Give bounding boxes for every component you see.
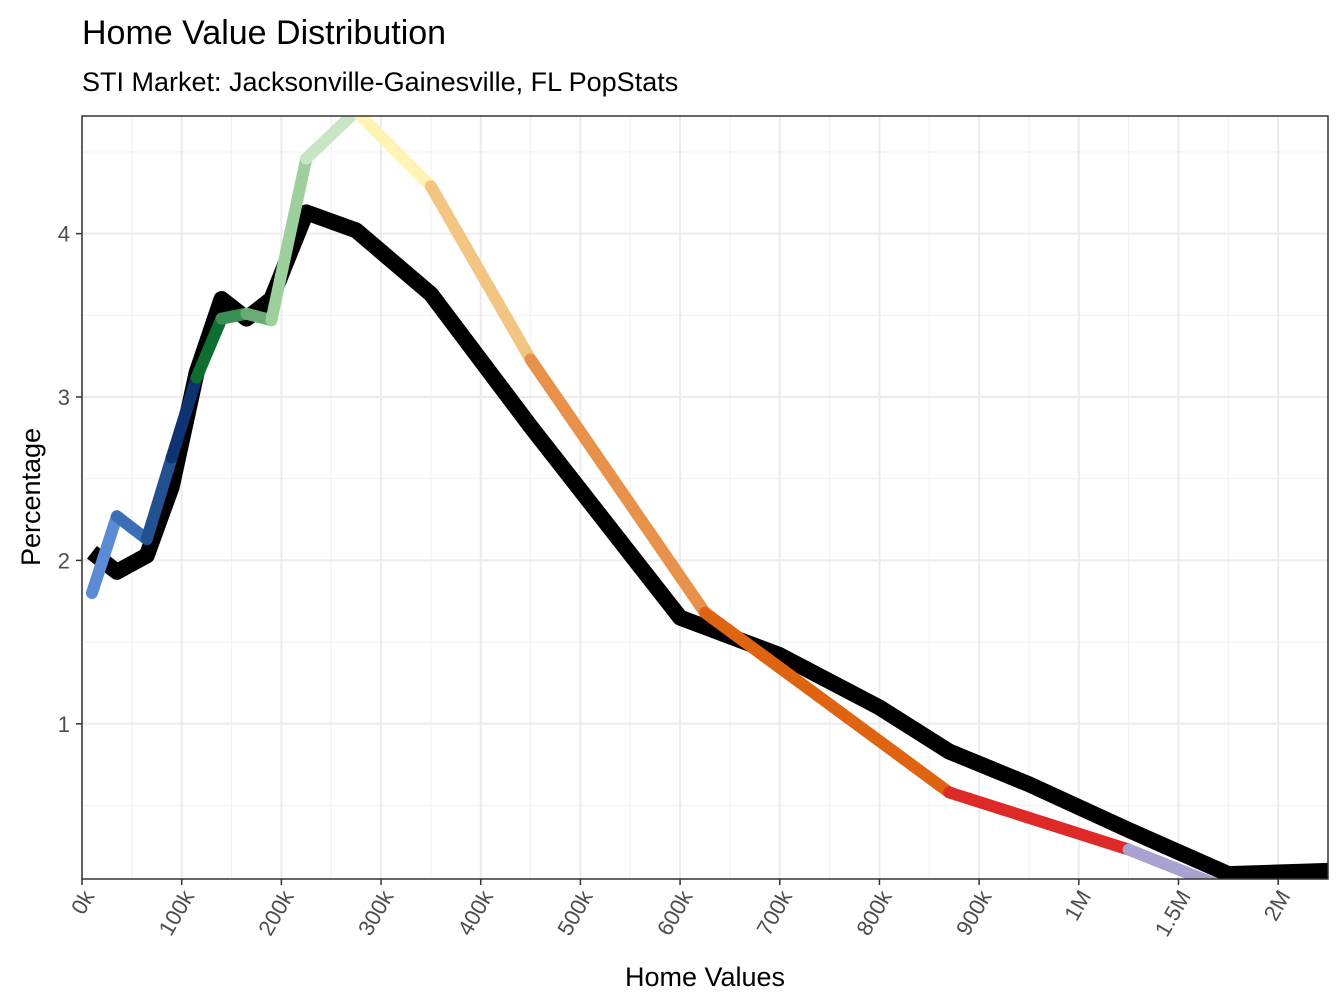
series-segment-13 xyxy=(699,606,956,799)
y-tick-label: 4 xyxy=(58,222,70,247)
series-layer xyxy=(85,116,1328,879)
y-tick-label: 1 xyxy=(58,712,70,737)
plot-border xyxy=(81,115,1329,880)
grid-major xyxy=(81,116,1328,879)
series-segment-14 xyxy=(943,786,1135,856)
series-line-baseline xyxy=(87,204,1328,879)
series-segment-8 xyxy=(265,152,313,327)
series-segment-11 xyxy=(424,180,537,366)
series-segment-9 xyxy=(300,116,360,165)
chart-title: Home Value Distribution xyxy=(82,14,446,52)
x-axis-title: Home Values xyxy=(625,962,785,992)
series-segment-15 xyxy=(1122,843,1220,879)
series-segment-12 xyxy=(524,353,711,619)
series-segment-10 xyxy=(352,116,437,193)
y-tick-label: 3 xyxy=(58,385,70,410)
series-segment-3 xyxy=(140,451,178,546)
plot-panel xyxy=(82,116,1328,879)
series-segment-4 xyxy=(165,371,203,464)
series-segment-5 xyxy=(190,312,228,384)
y-tick-label: 2 xyxy=(58,548,70,573)
chart-subtitle: STI Market: Jacksonville-Gainesville, FL… xyxy=(82,67,678,97)
y-axis-title: Percentage xyxy=(16,428,46,566)
grid-minor xyxy=(82,116,1328,879)
y-axis: 1 2 3 4 xyxy=(58,222,82,737)
series-segment-1 xyxy=(85,510,123,600)
